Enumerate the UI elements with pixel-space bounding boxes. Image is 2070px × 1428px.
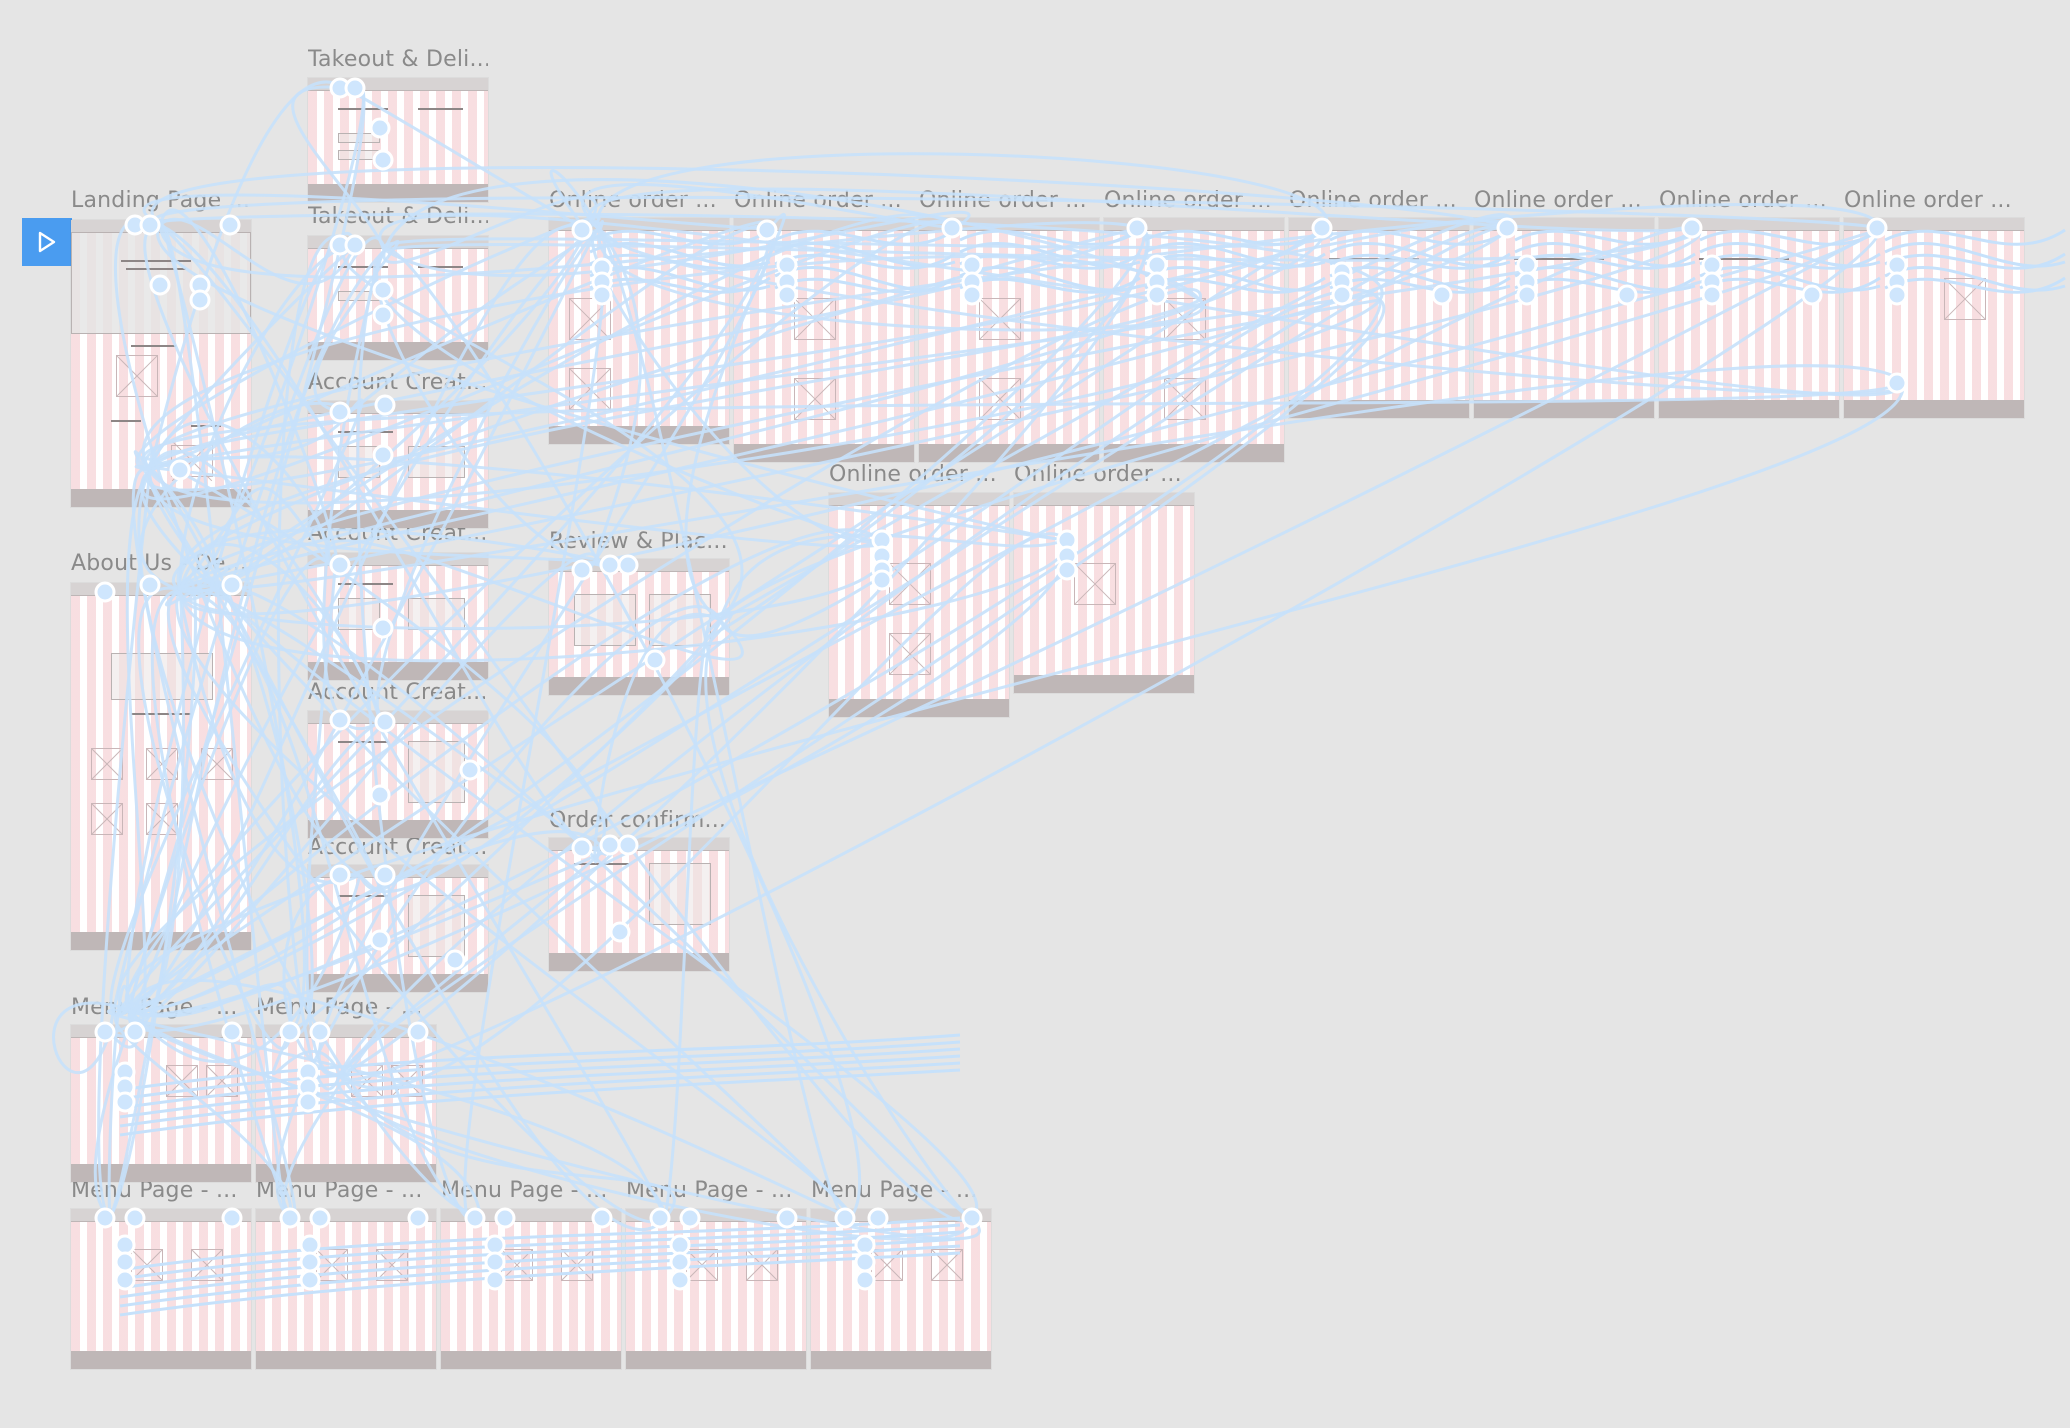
frame-landing[interactable] bbox=[71, 220, 251, 507]
frame-online-10[interactable] bbox=[1014, 493, 1194, 693]
frame-label-takeout-2[interactable]: Takeout & Deli... bbox=[308, 204, 488, 229]
frame-label-landing[interactable]: Landing Page ... bbox=[71, 188, 251, 213]
frame-menu-2[interactable] bbox=[256, 1025, 436, 1182]
frame-label-account-4[interactable]: Account Creat... bbox=[308, 835, 488, 860]
frame-account-3[interactable] bbox=[308, 711, 488, 838]
frame-label-confirm[interactable]: Order confirm... bbox=[549, 808, 727, 833]
frame-label-menu-2[interactable]: Menu Page - ... bbox=[256, 995, 423, 1020]
frame-online-7[interactable] bbox=[1659, 218, 1839, 418]
frame-label-online-10[interactable]: Online order ... bbox=[1014, 462, 1182, 487]
frame-label-menu-5[interactable]: Menu Page - ... bbox=[441, 1178, 608, 1203]
frame-label-online-5[interactable]: Online order ... bbox=[1289, 188, 1457, 213]
frame-label-menu-7[interactable]: Menu Page - ... bbox=[811, 1178, 978, 1203]
frame-online-8[interactable] bbox=[1844, 218, 2024, 418]
frame-label-online-7[interactable]: Online order ... bbox=[1659, 188, 1827, 213]
frame-label-online-1[interactable]: Online order ... bbox=[549, 188, 717, 213]
frame-label-menu-6[interactable]: Menu Page - ... bbox=[626, 1178, 793, 1203]
frame-account-4[interactable] bbox=[308, 865, 488, 992]
frame-label-online-2[interactable]: Online order ... bbox=[734, 188, 902, 213]
frame-menu-3[interactable] bbox=[71, 1209, 251, 1369]
frame-account-2[interactable] bbox=[308, 553, 488, 680]
frame-menu-1[interactable] bbox=[71, 1025, 251, 1182]
frame-menu-6[interactable] bbox=[626, 1209, 806, 1369]
frame-label-review[interactable]: Review & Plac... bbox=[549, 529, 728, 554]
frame-online-4[interactable] bbox=[1104, 218, 1284, 462]
connection-wire bbox=[178, 539, 886, 631]
present-button[interactable] bbox=[22, 218, 72, 266]
connection-wire bbox=[148, 469, 852, 1220]
frame-online-2[interactable] bbox=[734, 218, 914, 462]
frame-online-1[interactable] bbox=[549, 218, 729, 444]
frame-online-9[interactable] bbox=[829, 493, 1009, 717]
frame-label-about[interactable]: About Us - De... bbox=[71, 551, 248, 576]
frame-label-online-6[interactable]: Online order ... bbox=[1474, 188, 1642, 213]
frame-review[interactable] bbox=[549, 559, 729, 695]
hero-image-placeholder bbox=[71, 232, 251, 334]
frame-label-account-3[interactable]: Account Creat... bbox=[308, 680, 488, 705]
frame-label-online-9[interactable]: Online order ... bbox=[829, 462, 997, 487]
frame-takeout-2[interactable] bbox=[308, 236, 488, 360]
frame-label-menu-1[interactable]: Menu Page - ... bbox=[71, 995, 238, 1020]
frame-about[interactable] bbox=[71, 583, 251, 950]
frame-menu-5[interactable] bbox=[441, 1209, 621, 1369]
frame-menu-4[interactable] bbox=[256, 1209, 436, 1369]
frame-online-5[interactable] bbox=[1289, 218, 1469, 418]
frame-online-3[interactable] bbox=[919, 218, 1099, 462]
frame-label-takeout-1[interactable]: Takeout & Deli... bbox=[308, 47, 488, 72]
frame-confirm[interactable] bbox=[549, 838, 729, 971]
frame-account-1[interactable] bbox=[308, 401, 488, 528]
frame-label-account-1[interactable]: Account Creat... bbox=[308, 370, 488, 395]
frame-online-6[interactable] bbox=[1474, 218, 1654, 418]
play-icon bbox=[38, 231, 56, 253]
frame-label-online-4[interactable]: Online order ... bbox=[1104, 188, 1272, 213]
frame-label-online-8[interactable]: Online order ... bbox=[1844, 188, 2012, 213]
frame-menu-7[interactable] bbox=[811, 1209, 991, 1369]
frame-label-online-3[interactable]: Online order ... bbox=[919, 188, 1087, 213]
frame-takeout-1[interactable] bbox=[308, 78, 488, 202]
